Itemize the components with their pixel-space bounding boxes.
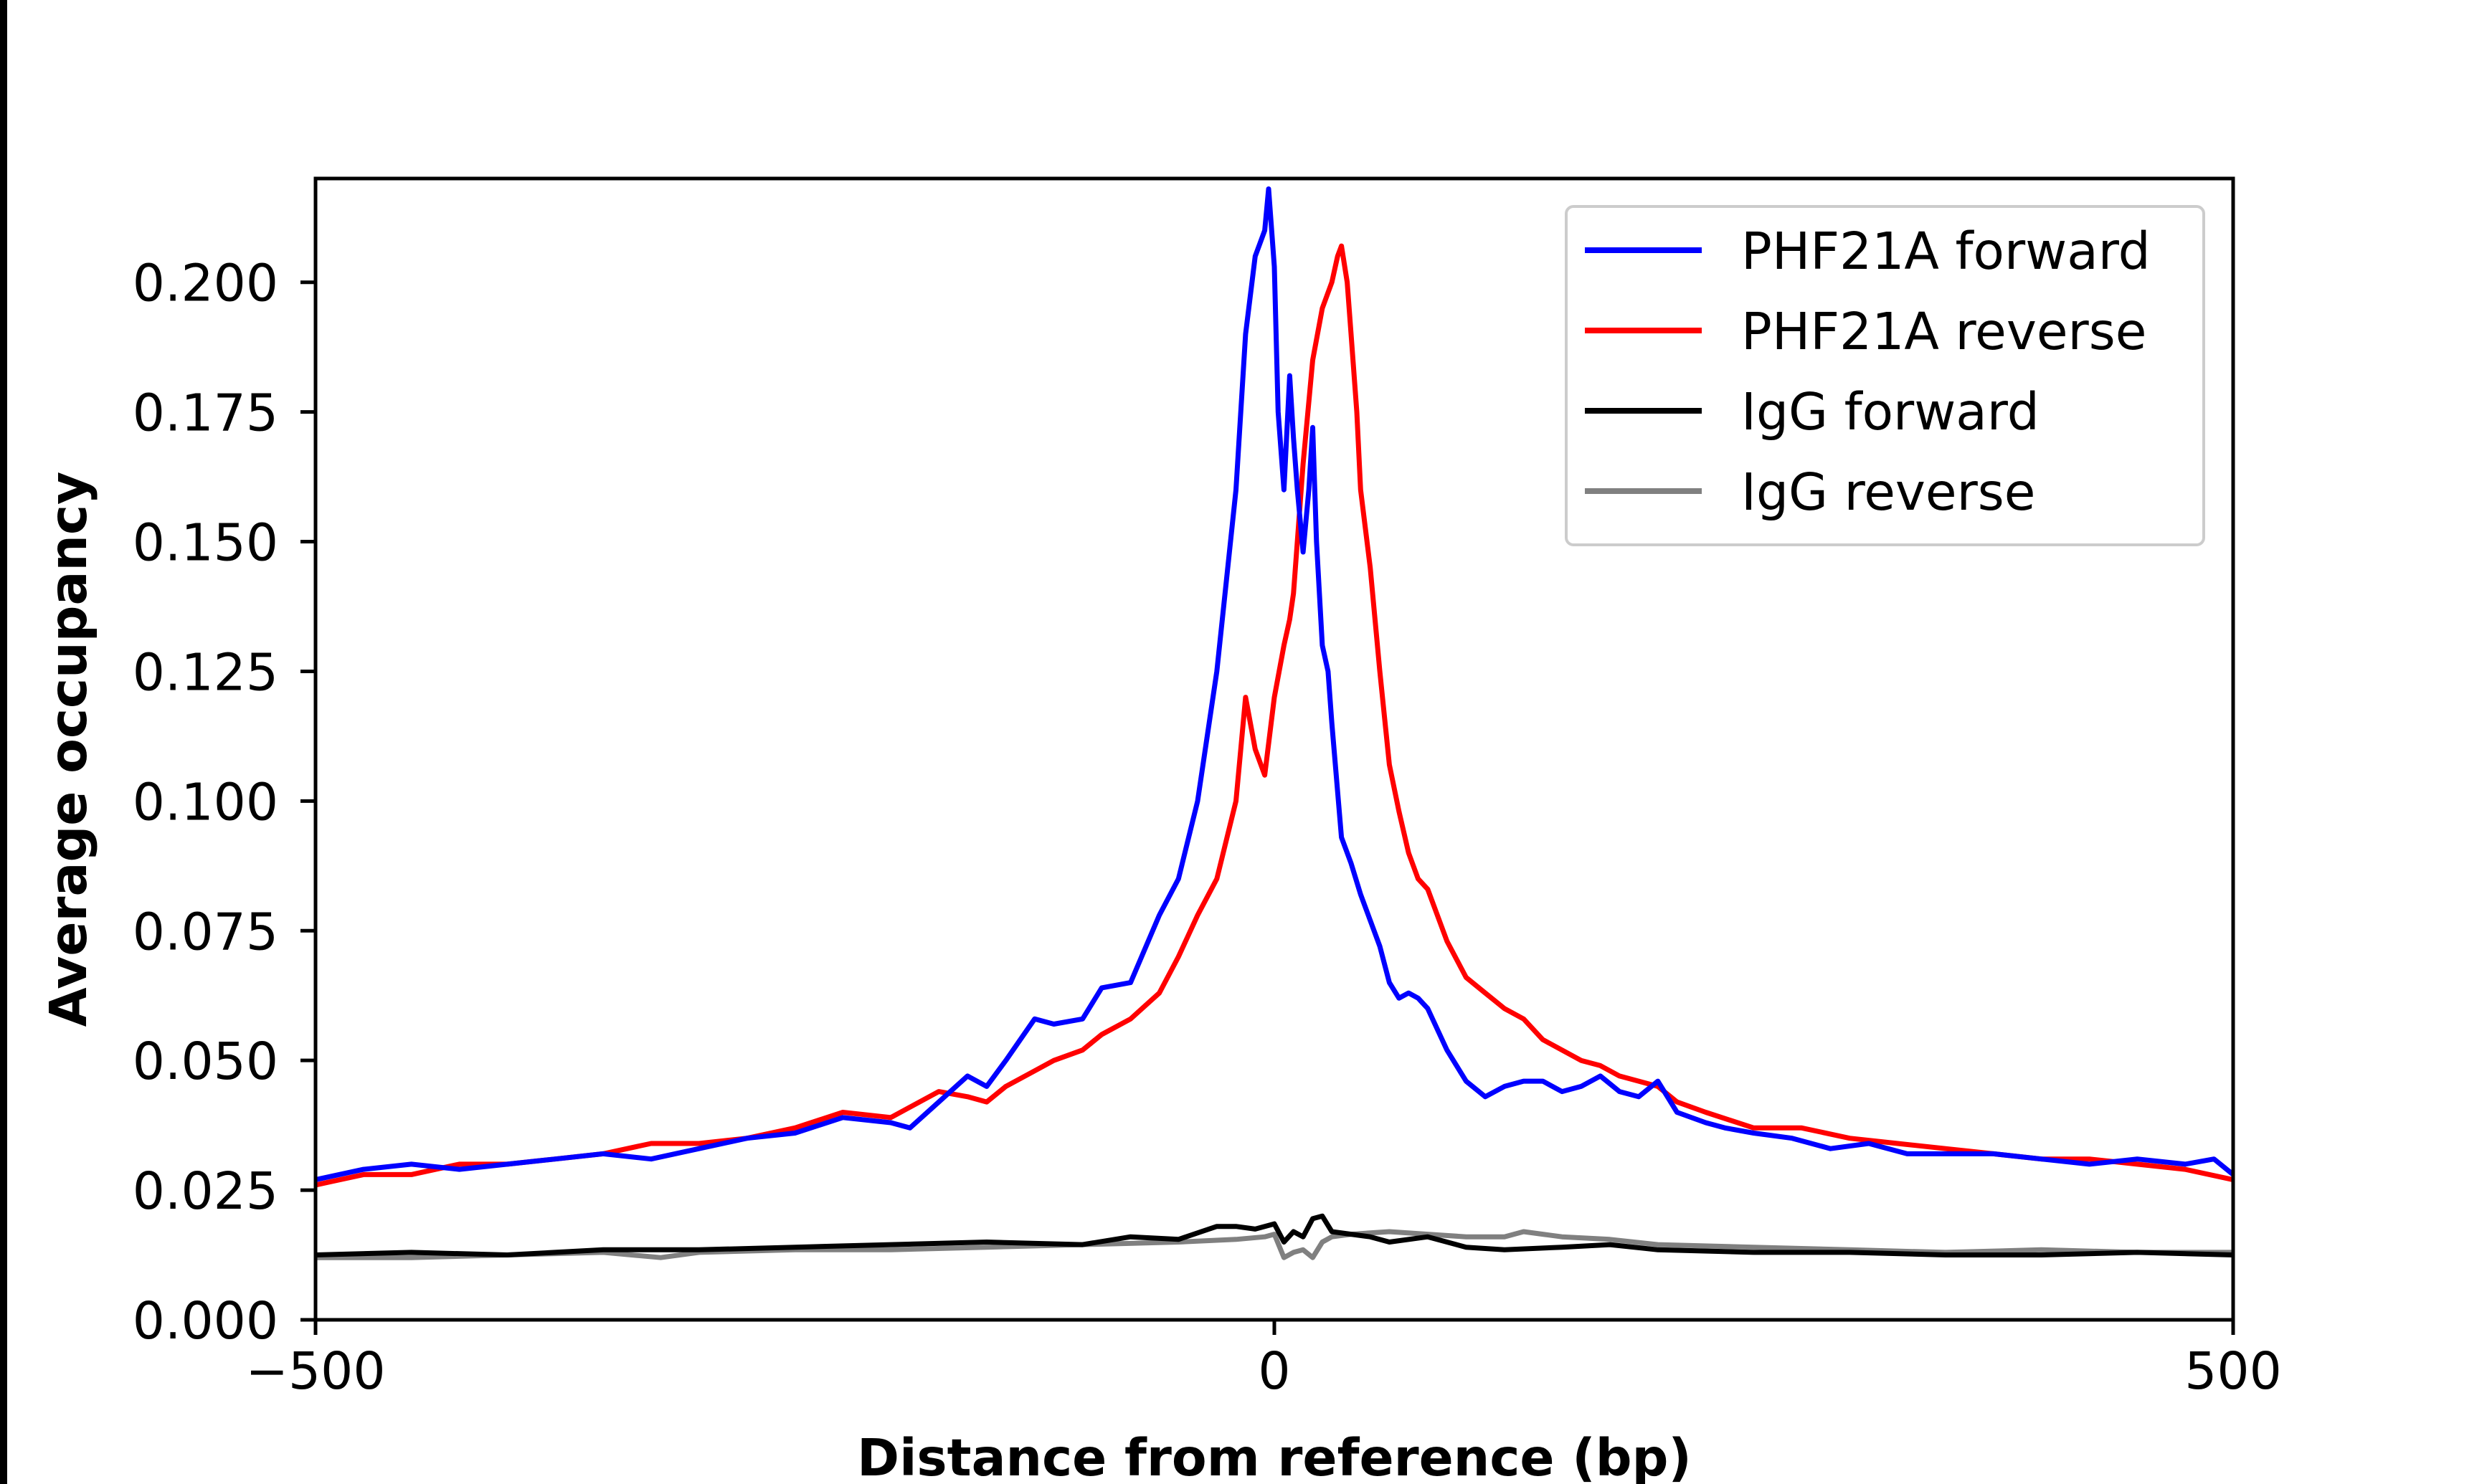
series-layer xyxy=(315,186,2235,1260)
series-line-phf21a-forward xyxy=(315,186,2235,1183)
legend-label-igg-forward: IgG forward xyxy=(1741,382,2040,442)
y-tick-label: 0.075 xyxy=(133,902,278,961)
legend-items: PHF21A forward PHF21A reverse IgG forward I… xyxy=(1585,222,2151,522)
tick-layer: −500 0 500 0.000 0.025 0.050 0.075 0.100 0.125 0.… xyxy=(133,254,2282,1401)
legend-label-phf21a-forward: PHF21A forward xyxy=(1741,222,2151,281)
y-tick-label: 0.100 xyxy=(133,772,278,832)
x-tick-label: 0 xyxy=(1258,1341,1290,1401)
x-tick-label: −500 xyxy=(245,1341,385,1401)
y-tick-label: 0.000 xyxy=(133,1291,278,1351)
y-tick-label: 0.050 xyxy=(133,1032,278,1091)
series-line-igg-forward xyxy=(315,1213,2234,1257)
y-axis-title: Average occupancy xyxy=(39,472,98,1027)
y-tick-label: 0.200 xyxy=(133,254,278,313)
left-frame-border xyxy=(0,0,7,1484)
x-axis-title: Distance from reference (bp) xyxy=(857,1428,1692,1484)
legend: PHF21A forward PHF21A reverse IgG forward I… xyxy=(1565,205,2205,546)
legend-label-igg-reverse: IgG reverse xyxy=(1741,462,2035,522)
x-tick-label: 500 xyxy=(2184,1341,2282,1401)
y-tick-label: 0.150 xyxy=(133,513,278,573)
series-line-igg-reverse xyxy=(316,1229,2233,1260)
y-tick-label: 0.125 xyxy=(133,642,278,702)
y-tick-label: 0.025 xyxy=(133,1161,278,1221)
legend-label-phf21a-reverse: PHF21A reverse xyxy=(1741,302,2146,361)
y-tick-label: 0.175 xyxy=(133,384,278,443)
legend-box xyxy=(1565,205,2205,546)
